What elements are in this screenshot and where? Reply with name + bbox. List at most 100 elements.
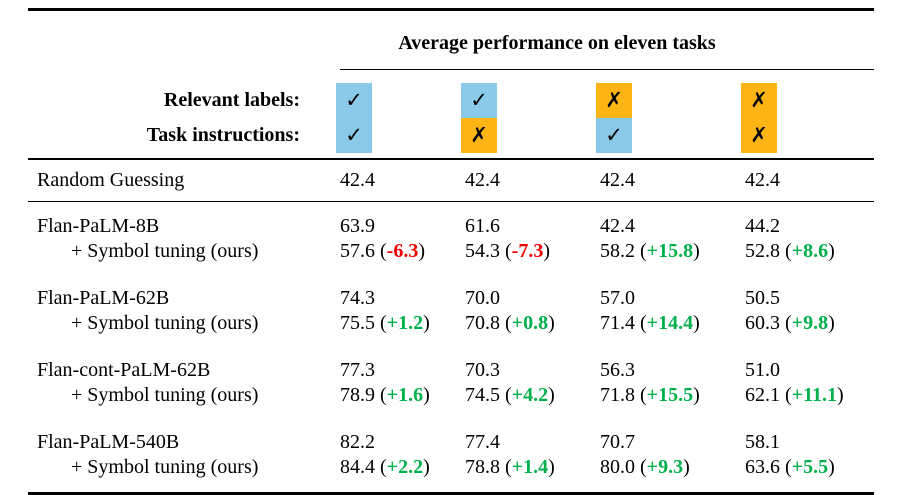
table-cell: 58.2 (+15.8) [600, 239, 745, 264]
delta-value: +4.2 [511, 384, 549, 406]
table-cell: 70.3 [465, 359, 500, 381]
cross-icon: ✗ [605, 88, 623, 112]
check-box: ✓ [461, 83, 497, 118]
paren: ( [505, 456, 512, 478]
value: 80.0 [600, 456, 635, 478]
value: 71.8 [600, 384, 635, 406]
paren: ( [640, 384, 647, 406]
check-icon: ✓ [470, 88, 488, 112]
relevant-labels-label: Relevant labels: [163, 88, 300, 111]
delta-value: +2.2 [386, 456, 424, 478]
paren: ( [785, 384, 792, 406]
value: 74.5 [465, 384, 500, 406]
table-cell: ✗ [741, 70, 874, 118]
cross-icon: ✗ [750, 88, 768, 112]
table-cell: 77.4 [465, 431, 500, 453]
table-cell: 70.7 [600, 431, 635, 453]
paren: ( [640, 240, 647, 262]
paren: ) [693, 240, 700, 262]
paren: ) [423, 456, 430, 478]
cross-icon: ✗ [750, 123, 768, 147]
paren: ( [785, 312, 792, 334]
model-name: Flan-PaLM-8B [37, 215, 160, 237]
value: 78.9 [340, 384, 375, 406]
value: 58.2 [600, 240, 635, 262]
delta-value: +11.1 [791, 384, 837, 406]
delta-value: +1.6 [386, 384, 424, 406]
table-cell: 42.4 [600, 215, 635, 237]
paren: ) [543, 240, 551, 262]
table-cell: ✗ [461, 118, 600, 160]
paren: ( [505, 240, 512, 262]
value: 57.6 [340, 240, 375, 262]
paren: ( [640, 312, 647, 334]
cross-box: ✗ [741, 118, 777, 153]
paren: ) [836, 384, 844, 406]
value: 62.1 [745, 384, 780, 406]
cross-box: ✗ [596, 83, 632, 118]
value: 75.5 [340, 312, 375, 334]
paren: ( [380, 456, 387, 478]
value: 54.3 [465, 240, 500, 262]
paren: ) [828, 240, 835, 262]
tuned-row: + Symbol tuning (ours) 57.6 (-6.3) 54.3 … [28, 239, 874, 264]
delta-value: +1.4 [511, 456, 549, 478]
table-cell: 74.5 (+4.2) [465, 383, 600, 408]
delta-value: +14.4 [646, 312, 694, 334]
table-cell: 63.6 (+5.5) [745, 455, 874, 494]
table-cell: 57.0 [600, 287, 635, 309]
table-cell: 74.3 [340, 287, 375, 309]
paren: ) [683, 456, 690, 478]
table-cell: 80.0 (+9.3) [600, 455, 745, 494]
table-cell: 42.4 [465, 159, 600, 202]
delta-value: -6.3 [386, 240, 419, 262]
table-cell: ✓ [596, 118, 745, 160]
table-cell: 42.4 [600, 159, 745, 202]
task-instructions-row: Task instructions: ✓ ✗ ✓ ✗ [28, 118, 875, 160]
delta-value: +9.8 [791, 312, 829, 334]
table-cell: ✓ [461, 70, 600, 118]
check-icon: ✓ [605, 123, 623, 147]
table-title: Average performance on eleven tasks [398, 32, 716, 54]
model-name: Flan-PaLM-540B [37, 431, 180, 453]
table-title-cell: Average performance on eleven tasks [340, 9, 875, 70]
cross-box: ✗ [741, 83, 777, 118]
delta-value: +5.5 [791, 456, 829, 478]
table-cell: ✗ [741, 118, 875, 160]
value: 71.4 [600, 312, 635, 334]
table-cell: 51.0 [745, 359, 780, 381]
model-row: Flan-PaLM-62B 74.3 70.0 57.0 50.5 [28, 264, 874, 311]
tuned-row: + Symbol tuning (ours) 84.4 (+2.2) 78.8 … [28, 455, 874, 494]
spacer-cell [28, 10, 340, 70]
table-cell: 50.5 [745, 287, 780, 309]
table-cell: ✓ [336, 118, 465, 160]
table-cell: 71.4 (+14.4) [600, 311, 745, 336]
paren: ( [380, 384, 387, 406]
table-cell: 70.8 (+0.8) [465, 311, 600, 336]
paren: ) [418, 240, 426, 262]
paren: ( [505, 384, 512, 406]
paren: ( [785, 456, 792, 478]
tuned-row-label: + Symbol tuning (ours) [71, 384, 259, 406]
value: 84.4 [340, 456, 375, 478]
check-icon: ✓ [345, 123, 363, 147]
table-cell: 71.8 (+15.5) [600, 383, 745, 408]
model-name: Flan-PaLM-62B [37, 287, 170, 309]
paren: ) [548, 312, 555, 334]
check-icon: ✓ [345, 88, 363, 112]
table-cell: 61.6 [465, 215, 500, 237]
table-cell: 62.1 (+11.1) [745, 383, 874, 408]
table-cell: 42.4 [745, 159, 875, 202]
paren: ) [423, 312, 430, 334]
delta-value: +8.6 [791, 240, 829, 262]
value: 60.3 [745, 312, 780, 334]
model-row: Flan-cont-PaLM-62B 77.3 70.3 56.3 51.0 [28, 336, 874, 383]
cross-box: ✗ [461, 118, 497, 153]
table-cell: 52.8 (+8.6) [745, 239, 874, 264]
delta-value: -7.3 [511, 240, 544, 262]
table-cell: 75.5 (+1.2) [340, 311, 465, 336]
table-cell: 70.0 [465, 287, 500, 309]
results-table: Average performance on eleven tasks Rele… [28, 8, 875, 495]
delta-value: +15.8 [646, 240, 694, 262]
table-cell: 84.4 (+2.2) [340, 455, 465, 494]
